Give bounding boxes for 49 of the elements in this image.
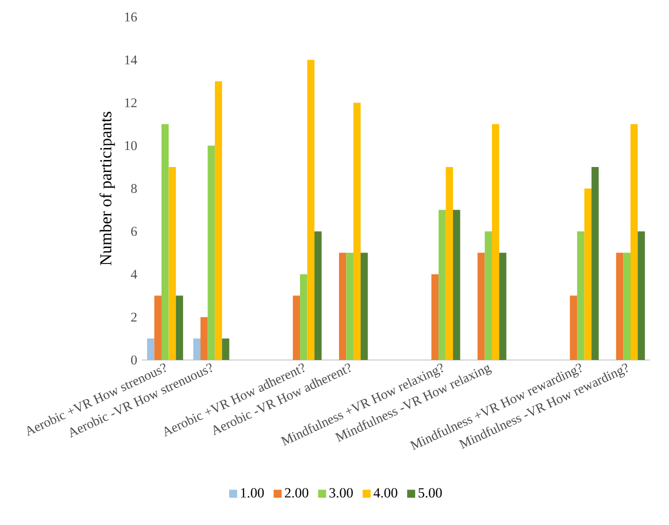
y-tick-label: 6 [131, 226, 137, 236]
y-tick-label: 14 [125, 55, 138, 64]
legend-label: 5.00 [418, 488, 442, 498]
bar [484, 231, 492, 360]
bar [307, 60, 314, 360]
y-tick-label: 10 [125, 141, 137, 150]
bar [570, 296, 578, 360]
bar [193, 338, 200, 360]
bar [168, 167, 176, 360]
bar [314, 231, 322, 360]
y-tick-label: 16 [125, 12, 137, 22]
bar [446, 167, 453, 360]
y-tick-label: 4 [130, 270, 138, 279]
legend-label: 3.00 [329, 488, 353, 498]
bar [346, 252, 354, 360]
bar [616, 252, 624, 360]
legend-label: 2.00 [284, 488, 308, 498]
bar [431, 274, 439, 360]
bar [478, 252, 485, 360]
bar [577, 231, 584, 360]
bar [438, 210, 446, 360]
bar [452, 210, 460, 360]
legend-label: 4.00 [374, 488, 398, 498]
bar [623, 252, 631, 360]
bar [208, 146, 215, 360]
bar [360, 252, 368, 360]
bar [339, 252, 346, 360]
bar [638, 231, 645, 360]
bar [300, 274, 308, 360]
bar [492, 124, 500, 360]
bar [147, 338, 154, 360]
bar [154, 296, 162, 360]
bar [592, 167, 599, 360]
y-tick-label: 12 [125, 98, 137, 108]
bar [222, 338, 230, 360]
y-tick-label: 0 [131, 355, 137, 364]
bar [292, 296, 300, 360]
y-tick-label: 2 [131, 312, 137, 322]
bar [200, 317, 208, 360]
bar [584, 188, 592, 360]
bar [214, 81, 222, 360]
y-tick-label: 8 [131, 184, 137, 193]
y-axis-title: Number of participants [100, 112, 115, 266]
legend-label: 1.00 [241, 488, 264, 498]
bar [176, 296, 184, 360]
bar [353, 102, 361, 360]
bar [630, 124, 638, 360]
bar [161, 124, 169, 360]
bar [499, 252, 506, 360]
